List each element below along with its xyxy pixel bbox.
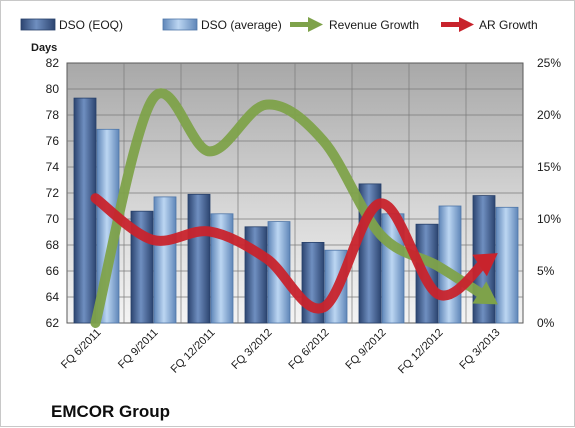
arrowhead-revenue-growth xyxy=(472,281,498,305)
x-tick-label: FQ 9/2012 xyxy=(343,327,388,372)
x-tick-label: FQ 3/2013 xyxy=(457,327,502,372)
left-axis-ticks: 62 64 66 68 70 72 74 76 78 80 82 xyxy=(46,56,60,330)
y-tick-label: 80 xyxy=(46,82,60,96)
legend-swatch-dso-eoq xyxy=(20,18,56,31)
legend-label-dso-average: DSO (average) xyxy=(201,18,282,32)
y-tick-label: 72 xyxy=(46,186,60,200)
x-tick-label: FQ 9/2011 xyxy=(116,327,161,372)
legend-arrow-revenue-growth xyxy=(290,17,323,32)
company-label: EMCOR Group xyxy=(51,402,170,421)
y2-tick-label: 10% xyxy=(537,212,561,226)
y-tick-label: 66 xyxy=(46,264,60,278)
legend-arrow-ar-growth xyxy=(441,17,474,32)
y2-tick-label: 5% xyxy=(537,264,555,278)
legend: DSO (EOQ) DSO (average) Revenue Growth A… xyxy=(20,17,538,32)
line-ar-growth xyxy=(90,193,490,314)
y-tick-label: 62 xyxy=(46,316,60,330)
line-series xyxy=(90,88,498,328)
legend-label-revenue-growth: Revenue Growth xyxy=(329,18,419,32)
y-tick-label: 68 xyxy=(46,238,60,252)
x-tick-label: FQ 12/2011 xyxy=(169,327,218,376)
x-tick-label: FQ 6/2012 xyxy=(286,327,331,372)
legend-label-ar-growth: AR Growth xyxy=(479,18,538,32)
x-tick-label: FQ 6/2011 xyxy=(59,327,104,372)
y-tick-label: 70 xyxy=(46,212,60,226)
y-axis-title: Days xyxy=(31,42,57,54)
y-tick-label: 82 xyxy=(46,56,60,70)
x-axis-ticks: FQ 6/2011 FQ 9/2011 FQ 12/2011 FQ 3/2012 FQ … xyxy=(59,327,503,377)
y2-tick-label: 25% xyxy=(537,56,561,70)
bar-dso-eoq xyxy=(187,193,211,324)
y-tick-label: 76 xyxy=(46,134,60,148)
y-tick-label: 78 xyxy=(46,108,60,122)
legend-label-dso-eoq: DSO (EOQ) xyxy=(59,18,123,32)
y-tick-label: 64 xyxy=(46,290,60,304)
bar-dso-average xyxy=(495,206,519,324)
x-tick-label: FQ 3/2012 xyxy=(229,327,274,372)
legend-swatch-dso-average xyxy=(162,18,198,31)
bar-dso-eoq xyxy=(244,226,268,324)
arrowhead-ar-growth xyxy=(472,253,498,277)
bar-dso-eoq xyxy=(73,97,97,324)
y-tick-label: 74 xyxy=(46,160,60,174)
x-tick-label: FQ 12/2012 xyxy=(396,327,446,377)
y2-tick-label: 15% xyxy=(537,160,561,174)
right-axis-ticks: 0% 5% 10% 15% 20% 25% xyxy=(537,56,561,330)
bar-dso-average xyxy=(153,196,177,324)
y2-tick-label: 0% xyxy=(537,316,555,330)
y2-tick-label: 20% xyxy=(537,108,561,122)
